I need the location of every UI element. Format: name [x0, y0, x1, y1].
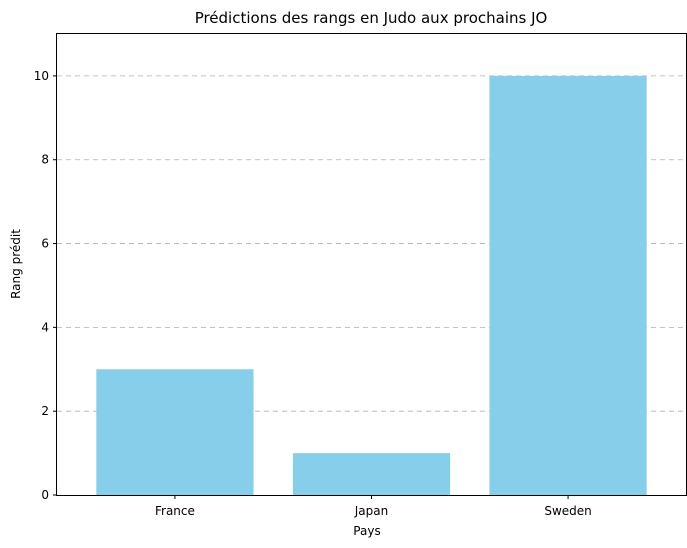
bar-france	[96, 369, 254, 495]
x-tick-label: Japan	[354, 504, 388, 518]
y-tick-label: 4	[41, 320, 49, 334]
bar-sweden	[489, 75, 647, 495]
y-tick-label: 0	[41, 488, 49, 502]
x-tick-label: France	[155, 504, 195, 518]
y-axis-label: Rang prédit	[9, 229, 23, 299]
bars	[96, 75, 647, 495]
x-axis-ticks: France Japan Sweden	[155, 495, 592, 518]
bar-japan	[292, 453, 451, 495]
x-tick-label: Sweden	[544, 504, 591, 518]
y-tick-label: 6	[41, 237, 49, 251]
y-tick-label: 8	[41, 153, 49, 167]
chart-title: Prédictions des rangs en Judo aux procha…	[195, 9, 548, 27]
y-tick-label: 2	[41, 404, 49, 418]
y-tick-label: 10	[34, 69, 49, 83]
y-axis-ticks: 0 2 4 6 8 10	[34, 69, 57, 502]
x-axis-label: Pays	[353, 524, 380, 538]
